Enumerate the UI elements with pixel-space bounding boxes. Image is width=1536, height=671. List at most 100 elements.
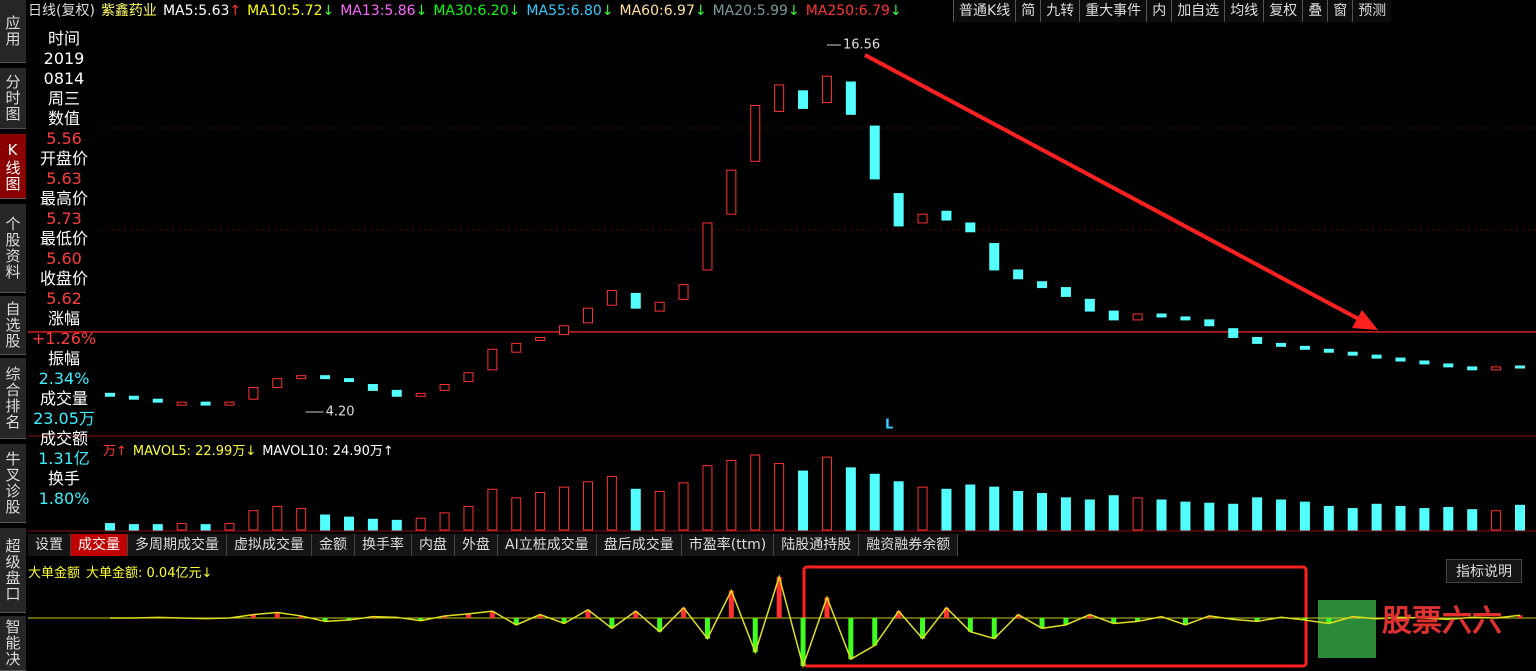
volume-bar — [367, 518, 378, 531]
ma-name: MA30: — [433, 3, 478, 19]
candle — [296, 375, 307, 380]
toolbar-button[interactable]: 普通K线 — [953, 0, 1015, 22]
volume-label: 万↑ — [103, 444, 127, 459]
toolbar-button[interactable]: 窗 — [1327, 0, 1352, 22]
toolbar-button[interactable]: 九转 — [1040, 0, 1079, 22]
side-tab[interactable]: 智能决 — [0, 616, 26, 671]
help-button[interactable]: 指标说明 — [1446, 559, 1522, 583]
volume-bar — [893, 481, 904, 531]
toolbar-button[interactable]: 叠 — [1302, 0, 1327, 22]
info-value: 5.56 — [46, 129, 82, 148]
candle — [821, 75, 832, 104]
candle — [630, 292, 641, 309]
ma-name: MA5: — [162, 3, 199, 19]
side-tab[interactable]: 超级盘口 — [0, 528, 26, 613]
side-tab[interactable]: 个股资料 — [0, 204, 26, 293]
highlight-box — [802, 565, 1308, 668]
tab[interactable]: 融资融券余额 — [859, 534, 959, 556]
ma-name: MA20: — [712, 3, 757, 19]
toolbar-button[interactable]: 内 — [1146, 0, 1171, 22]
info-value: 5.73 — [46, 209, 82, 228]
toolbar-button[interactable]: 重大事件 — [1079, 0, 1146, 22]
toolbar-button[interactable]: 简 — [1015, 0, 1040, 22]
ma-value: 5.99 — [756, 3, 788, 19]
info-value: 2019 — [43, 49, 85, 68]
candle — [487, 348, 498, 371]
candle — [105, 392, 115, 397]
volume-bar — [726, 459, 737, 531]
side-tab[interactable]: 应用 — [0, 0, 26, 63]
volume-bar — [1132, 497, 1143, 531]
candle — [845, 81, 856, 115]
candle — [1276, 342, 1287, 347]
price-panel: 16.56 4.20 L — [28, 38, 1536, 669]
candle — [1395, 357, 1406, 362]
info-label: 成交量 — [39, 389, 88, 408]
tab[interactable]: AI立桩成交量 — [498, 534, 597, 556]
tab[interactable]: 成交量 — [71, 534, 128, 556]
volume-bar — [128, 524, 139, 531]
candle — [439, 384, 450, 391]
volume-bar — [320, 514, 331, 531]
info-label: 振幅 — [47, 349, 80, 368]
volume-bar — [941, 488, 952, 531]
volume-bar — [1347, 508, 1358, 531]
ma-value: 6.20 — [477, 3, 509, 19]
candle — [272, 378, 283, 388]
ma-item: MA55: 6.80 ↓ — [526, 0, 613, 22]
volume-bar — [1467, 509, 1478, 531]
volume-bar — [343, 516, 354, 531]
tab[interactable]: 盘后成交量 — [596, 534, 682, 556]
tab[interactable]: 金额 — [312, 534, 355, 556]
candle — [1108, 310, 1119, 321]
candle — [1156, 313, 1167, 318]
volume-bar — [1419, 508, 1430, 531]
candle — [582, 307, 593, 324]
volume-bar — [654, 490, 665, 531]
info-label: 时间 — [47, 29, 80, 48]
volume-bar — [152, 524, 163, 531]
marker: L — [885, 418, 893, 433]
tab[interactable]: 市盈率(ttm) — [681, 534, 775, 556]
toolbar-button[interactable]: 预测 — [1352, 0, 1391, 22]
volume-bar — [678, 482, 689, 531]
ma-item: MA13: 5.86 ↓ — [340, 0, 427, 22]
volume-bar — [1443, 507, 1454, 531]
tab[interactable]: 虚拟成交量 — [227, 534, 312, 556]
ma-item: MA20: 5.99 ↓ — [713, 0, 800, 22]
candle — [415, 392, 426, 397]
volume-bar — [1084, 499, 1095, 531]
ma-item: MA60: 6.97 ↓ — [620, 0, 707, 22]
tab[interactable]: 设置 — [28, 534, 71, 556]
side-tab[interactable]: 牛叉诊股 — [0, 444, 26, 523]
toolbar-button[interactable]: 均线 — [1224, 0, 1263, 22]
side-tab[interactable]: 分时图 — [0, 68, 26, 129]
tab[interactable]: 换手率 — [355, 534, 412, 556]
volume-bar — [200, 524, 211, 531]
volume-bar — [1228, 503, 1239, 531]
toolbar-button[interactable]: 加自选 — [1171, 0, 1224, 22]
candle — [128, 395, 139, 400]
volume-bar — [1156, 499, 1167, 531]
side-tab[interactable]: 综合排名 — [0, 358, 26, 439]
candle — [463, 372, 474, 383]
volume-label: MAVOL5: 22.99万↓ — [132, 444, 257, 459]
high-label: 16.56 — [843, 38, 880, 53]
ma-arrow: ↓ — [508, 3, 521, 19]
info-value: 2.34% — [38, 369, 90, 388]
volume-bar — [535, 492, 546, 531]
tab[interactable]: 多周期成交量 — [128, 534, 227, 556]
side-tab[interactable]: 自选股 — [0, 296, 26, 355]
tab[interactable]: 外盘 — [455, 534, 498, 556]
volume-bar — [1491, 510, 1502, 531]
tab[interactable]: 内盘 — [412, 534, 455, 556]
candle — [200, 401, 211, 406]
side-tab[interactable]: K线图 — [0, 134, 26, 199]
tab[interactable]: 陆股通持股 — [774, 534, 860, 556]
toolbar-button[interactable]: 复权 — [1263, 0, 1302, 22]
volume-bar — [630, 488, 641, 531]
volume-bar — [1515, 504, 1525, 531]
volume-bar — [296, 508, 307, 531]
volume-bar — [702, 465, 713, 531]
